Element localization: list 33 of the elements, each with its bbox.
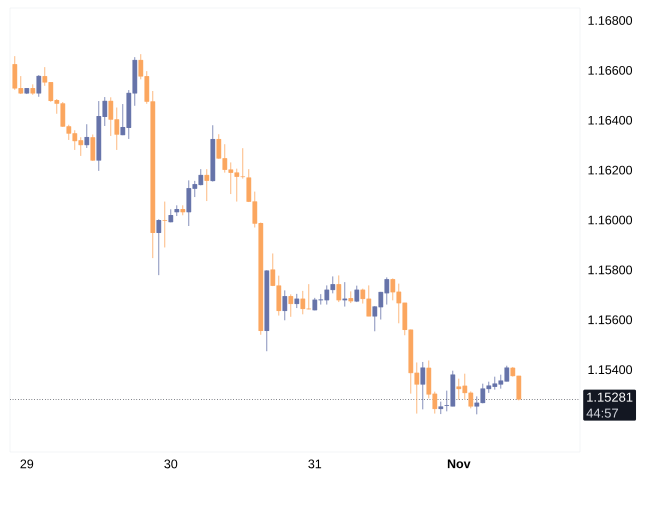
candlestick [90, 134, 96, 162]
y-tick-label: 1.16400 [588, 116, 632, 125]
candlestick [420, 362, 426, 410]
candlestick [180, 204, 186, 216]
candlestick [282, 290, 288, 321]
candlestick [336, 274, 342, 302]
candlestick [294, 293, 300, 308]
candlestick [30, 84, 36, 96]
candlestick [168, 208, 174, 223]
y-tick-label: 1.16800 [588, 16, 632, 25]
candlestick [162, 201, 168, 248]
x-tick-label: Nov [448, 460, 471, 468]
candlestick [354, 285, 360, 302]
candlestick [156, 218, 162, 276]
x-tick-label: 29 [20, 460, 34, 468]
y-tick-label: 1.16000 [588, 216, 632, 224]
candlestick [438, 401, 444, 414]
candlestick [84, 124, 90, 148]
candlestick [288, 294, 294, 318]
x-tick-label: 31 [308, 460, 322, 468]
candlestick [204, 168, 210, 202]
y-tick-label: 1.16200 [588, 166, 632, 175]
x-tick-label: 30 [164, 460, 178, 468]
y-tick-label: 1.15400 [588, 365, 632, 374]
candlestick [174, 204, 180, 216]
candlestick [348, 290, 354, 304]
y-tick-label: 1.15600 [588, 315, 632, 324]
text: 44:57 [586, 408, 618, 418]
candlestick [342, 282, 348, 307]
y-tick-label: 1.16600 [588, 66, 632, 75]
ref-line-label: 1.15281 [587, 392, 632, 402]
y-tick-label: 1.15800 [588, 266, 632, 274]
candlestick [36, 74, 42, 98]
